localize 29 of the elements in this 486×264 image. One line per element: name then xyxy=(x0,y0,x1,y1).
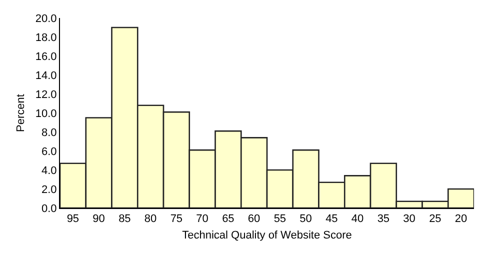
y-tick-label: 2.0 xyxy=(42,184,57,196)
x-tick-label: 25 xyxy=(429,213,442,226)
y-axis-title: Percent xyxy=(15,94,28,132)
x-tick-label: 75 xyxy=(170,213,183,226)
x-tick-label: 70 xyxy=(196,213,208,226)
y-tick-label: 16.0 xyxy=(35,50,57,63)
y-tick-label: 18.0 xyxy=(35,32,57,44)
x-tick-label: 30 xyxy=(403,213,416,226)
y-tick-label: 8.0 xyxy=(42,126,57,139)
x-tick-label: 65 xyxy=(222,213,234,226)
y-tick-label: 14.0 xyxy=(35,70,57,82)
x-tick-label: 90 xyxy=(92,213,105,226)
x-tick-label: 40 xyxy=(351,213,364,226)
x-tick-label: 95 xyxy=(66,213,80,226)
y-tick-label: 6.0 xyxy=(42,146,57,158)
x-tick-label: 20 xyxy=(454,213,468,226)
x-tick-label: 55 xyxy=(274,213,286,226)
x-tick-label: 45 xyxy=(326,213,338,226)
x-axis-title: Technical Quality of Website Score xyxy=(182,229,352,242)
y-tick-label: 12.0 xyxy=(35,88,57,101)
y-tick-label: 4.0 xyxy=(42,164,57,177)
x-tick-label: 80 xyxy=(144,213,157,226)
y-tick-label: 10.0 xyxy=(35,108,57,120)
x-tick-label: 60 xyxy=(248,213,260,226)
x-tick-label: 35 xyxy=(377,213,390,226)
x-tick-label: 50 xyxy=(300,213,312,226)
y-tick-label: 20.0 xyxy=(35,12,57,25)
x-tick-label: 85 xyxy=(118,213,131,226)
y-tick-label: 0.0 xyxy=(42,202,57,215)
